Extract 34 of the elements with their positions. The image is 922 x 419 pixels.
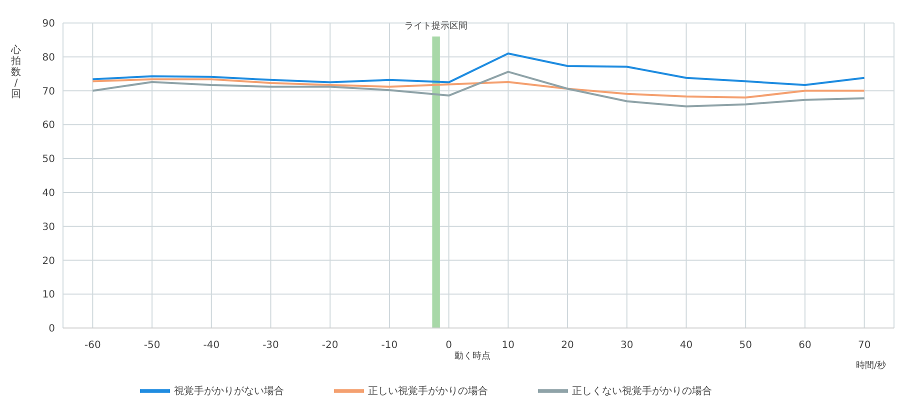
y-tick-label: 10 <box>42 290 55 301</box>
y-tick-label: 90 <box>42 18 55 30</box>
band-label: ライト提示区間 <box>404 20 468 32</box>
x-tick-label: 70 <box>858 340 871 351</box>
x-tick-label: 60 <box>798 340 812 351</box>
x-tick-label: -30 <box>262 340 279 351</box>
line-series <box>92 52 866 86</box>
x-axis-title: 時間/秒 <box>856 360 886 371</box>
x-tick-label: 30 <box>620 340 634 351</box>
x-tick-label: 10 <box>502 340 515 351</box>
x-tick-label: -10 <box>381 340 398 351</box>
line-series <box>92 70 866 108</box>
y-tick-label: 0 <box>48 324 55 335</box>
x-tick-label: 20 <box>561 340 574 351</box>
y-tick-label: 20 <box>42 256 55 267</box>
text: 動く時点 <box>454 350 490 362</box>
x-tick-label: 40 <box>680 340 693 351</box>
line-series <box>92 78 866 99</box>
y-tick-label: 30 <box>42 222 55 233</box>
x-tick-label: 50 <box>739 340 752 351</box>
y-axis-title: 心拍数/回 <box>10 44 21 100</box>
y-tick-label: 60 <box>42 120 55 132</box>
x-tick-label: -50 <box>144 340 160 351</box>
legend-label: 正しい視覚手がかりの場合 <box>368 386 488 397</box>
x-tick-label: -20 <box>322 340 338 351</box>
legend-label: 正しくない視覚手がかりの場合 <box>572 386 712 397</box>
x-tick-label: 0 <box>446 340 452 351</box>
x-tick-label: -60 <box>84 340 101 351</box>
y-tick-label: 80 <box>42 52 55 64</box>
x-tick-label: -40 <box>203 340 220 351</box>
y-tick-label: 50 <box>42 154 55 166</box>
legend-label: 視覚手がかりがない場合 <box>174 386 284 397</box>
y-tick-label: 40 <box>42 188 55 199</box>
y-tick-label: 70 <box>42 86 55 98</box>
